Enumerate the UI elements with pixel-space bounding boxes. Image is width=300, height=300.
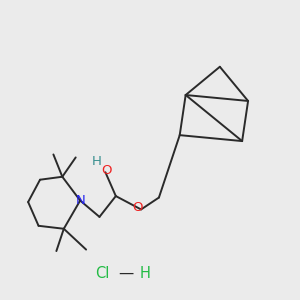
Text: —: — [118,266,134,281]
Text: Cl: Cl [95,266,110,281]
Text: O: O [132,202,143,214]
Text: H: H [92,155,101,168]
Text: O: O [102,164,112,177]
Text: H: H [140,266,151,281]
Text: N: N [75,194,85,207]
